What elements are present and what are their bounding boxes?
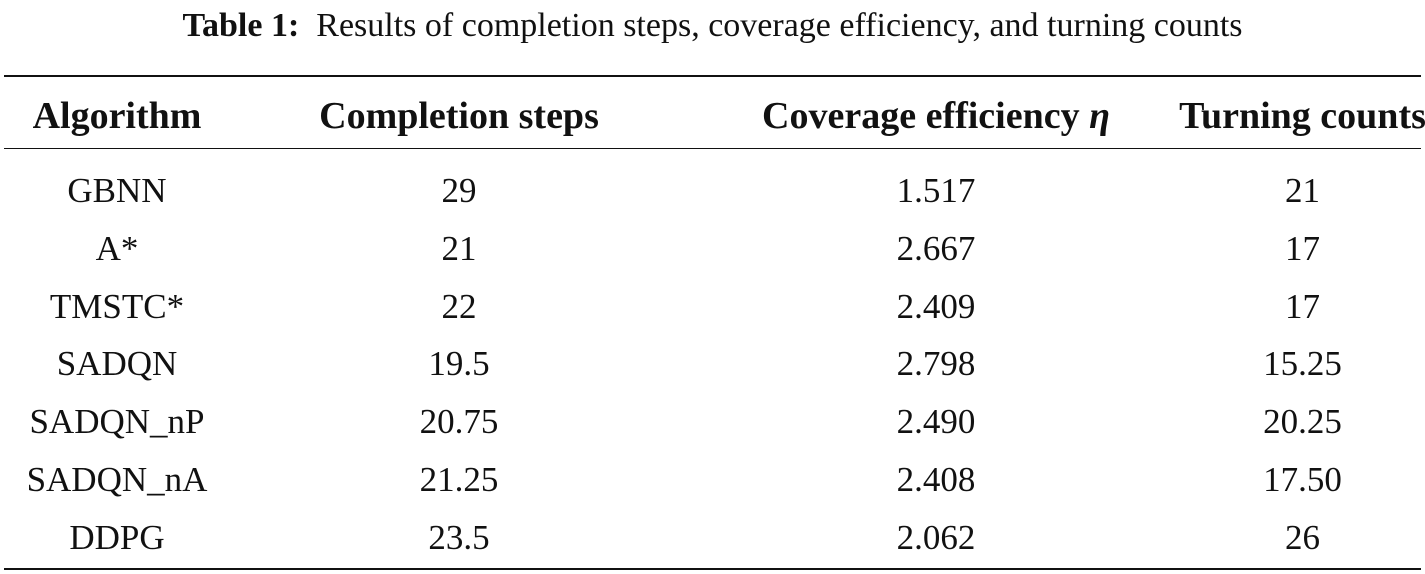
cell-coverage-efficiency: 1.517 bbox=[896, 171, 976, 210]
table-header-row: Algorithm Completion steps Coverage effi… bbox=[4, 87, 1425, 145]
table-row: GBNN 29 1.517 21 bbox=[4, 162, 1421, 220]
cell-coverage-efficiency: 2.062 bbox=[896, 517, 976, 557]
cell-algorithm: TMSTC* bbox=[49, 286, 185, 326]
table-row: SADQN_nA 21.25 2.408 17.50 bbox=[4, 451, 1421, 509]
cell-algorithm: DDPG bbox=[69, 517, 165, 557]
table-row: TMSTC* 22 2.409 17 bbox=[4, 278, 1421, 336]
cell-coverage-efficiency: 2.409 bbox=[896, 286, 976, 326]
cell-algorithm: SADQN_nP bbox=[29, 402, 205, 442]
table-row: SADQN 19.5 2.798 15.25 bbox=[4, 335, 1421, 393]
caption-text: Results of completion steps, coverage ef… bbox=[316, 7, 1243, 44]
cell-completion-steps: 29 bbox=[441, 171, 477, 210]
cell-coverage-efficiency: 2.667 bbox=[896, 228, 976, 268]
header-coverage-efficiency-label: Coverage efficiency bbox=[762, 95, 1080, 137]
table-row: SADQN_nP 20.75 2.490 20.25 bbox=[4, 393, 1421, 451]
cell-algorithm: SADQN bbox=[56, 344, 178, 384]
table-row: DDPG 23.5 2.062 26 bbox=[4, 509, 1421, 567]
table-row: A* 21 2.667 17 bbox=[4, 220, 1421, 278]
cell-turning-counts: 17.50 bbox=[1263, 460, 1342, 499]
cell-turning-counts: 26 bbox=[1285, 517, 1320, 557]
table-bottom-rule bbox=[4, 568, 1421, 570]
cell-completion-steps: 22 bbox=[441, 286, 477, 326]
cell-coverage-efficiency: 2.408 bbox=[896, 460, 976, 499]
cell-coverage-efficiency: 2.798 bbox=[896, 344, 976, 384]
table-top-rule bbox=[4, 75, 1421, 77]
table-header-rule bbox=[4, 148, 1421, 149]
cell-algorithm: SADQN_nA bbox=[26, 460, 208, 499]
header-completion-steps: Completion steps bbox=[319, 95, 599, 137]
cell-completion-steps: 21.25 bbox=[419, 460, 499, 499]
cell-turning-counts: 20.25 bbox=[1263, 402, 1342, 442]
cell-turning-counts: 17 bbox=[1285, 228, 1320, 268]
cell-completion-steps: 19.5 bbox=[428, 344, 490, 384]
cell-completion-steps: 23.5 bbox=[428, 517, 490, 557]
table-caption: Table 1: Results of completion steps, co… bbox=[0, 6, 1425, 46]
cell-turning-counts: 17 bbox=[1285, 286, 1320, 326]
header-coverage-efficiency: Coverage efficiency η bbox=[688, 87, 1184, 145]
cell-completion-steps: 20.75 bbox=[419, 402, 499, 442]
cell-coverage-efficiency: 2.490 bbox=[896, 402, 976, 442]
header-turning-counts: Turning counts bbox=[1179, 95, 1425, 137]
cell-completion-steps: 21 bbox=[441, 228, 477, 268]
cell-turning-counts: 15.25 bbox=[1263, 344, 1342, 384]
caption-label: Table 1: bbox=[182, 7, 300, 44]
cell-algorithm: A* bbox=[95, 228, 139, 268]
header-algorithm: Algorithm bbox=[32, 95, 202, 137]
cell-turning-counts: 21 bbox=[1285, 171, 1320, 210]
cell-algorithm: GBNN bbox=[67, 171, 167, 210]
eta-symbol: η bbox=[1089, 95, 1110, 137]
